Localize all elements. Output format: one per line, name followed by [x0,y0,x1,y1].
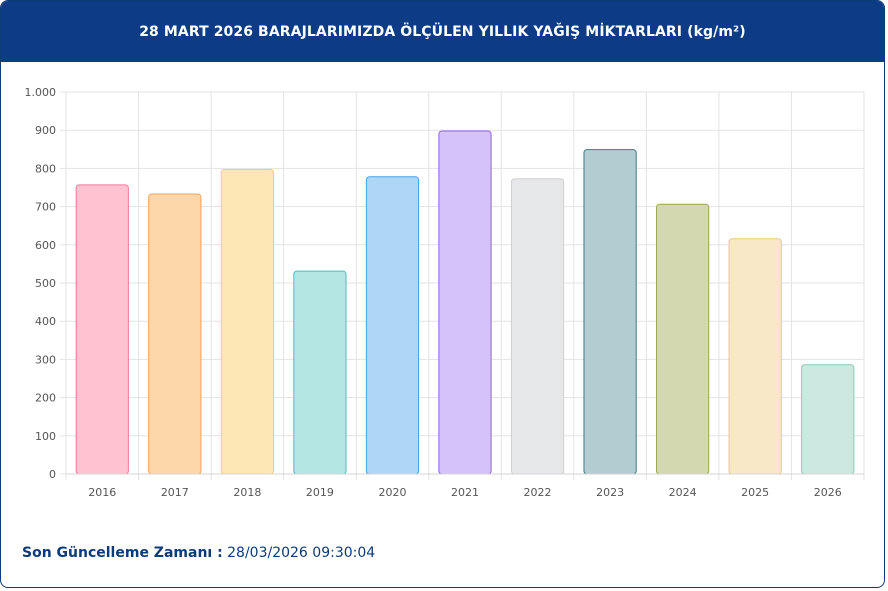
x-tick-label: 2022 [524,486,552,499]
bar-chart: 0 100 200 300 400 500 600 700 800 900 1.000 2016 201… [25,86,865,499]
bar-2018 [220,169,274,475]
x-tick-label: 2016 [88,486,116,499]
last-updated: Son Güncelleme Zamanı : 28/03/2026 09:30… [22,545,375,561]
y-tick-label: 1.000 [25,86,57,99]
last-updated-label: Son Güncelleme Zamanı : [22,545,223,561]
bar-2023 [583,149,637,475]
bar-2022 [510,178,565,475]
y-tick-label: 300 [35,353,56,366]
x-tick-label: 2017 [161,486,189,499]
last-updated-value: 28/03/2026 09:30:04 [227,545,376,561]
bar-2020 [365,176,420,475]
bar-2019 [293,270,347,475]
bar-2021 [438,130,492,475]
y-tick-label: 500 [35,277,56,290]
chart-area: 0 100 200 300 400 500 600 700 800 900 1.000 2016 201… [1,62,884,512]
x-tick-label: 2024 [669,486,697,499]
x-tick-label: 2025 [741,486,769,499]
x-tick-label: 2020 [378,486,406,499]
bar-2025 [728,238,782,475]
x-tick-label: 2023 [596,486,624,499]
y-tick-label: 100 [35,430,56,443]
chart-header: 28 MART 2026 BARAJLARIMIZDA ÖLÇÜLEN YILL… [1,1,884,62]
y-tick-label: 800 [35,162,56,175]
y-tick-label: 900 [35,124,56,137]
x-tick-label: 2019 [306,486,334,499]
y-tick-label: 200 [35,392,56,405]
bar-2024 [656,203,710,475]
bar-2026 [801,364,855,475]
y-tick-label: 700 [35,201,56,214]
y-tick-label: 600 [35,239,56,252]
y-tick-label: 0 [49,468,56,481]
chart-title: 28 MART 2026 BARAJLARIMIZDA ÖLÇÜLEN YILL… [139,23,746,40]
bar-2016 [75,184,129,475]
x-tick-label: 2018 [233,486,261,499]
x-tick-label: 2026 [814,486,842,499]
bar-2017 [148,193,202,475]
x-tick-label: 2021 [451,486,479,499]
y-tick-label: 400 [35,315,56,328]
